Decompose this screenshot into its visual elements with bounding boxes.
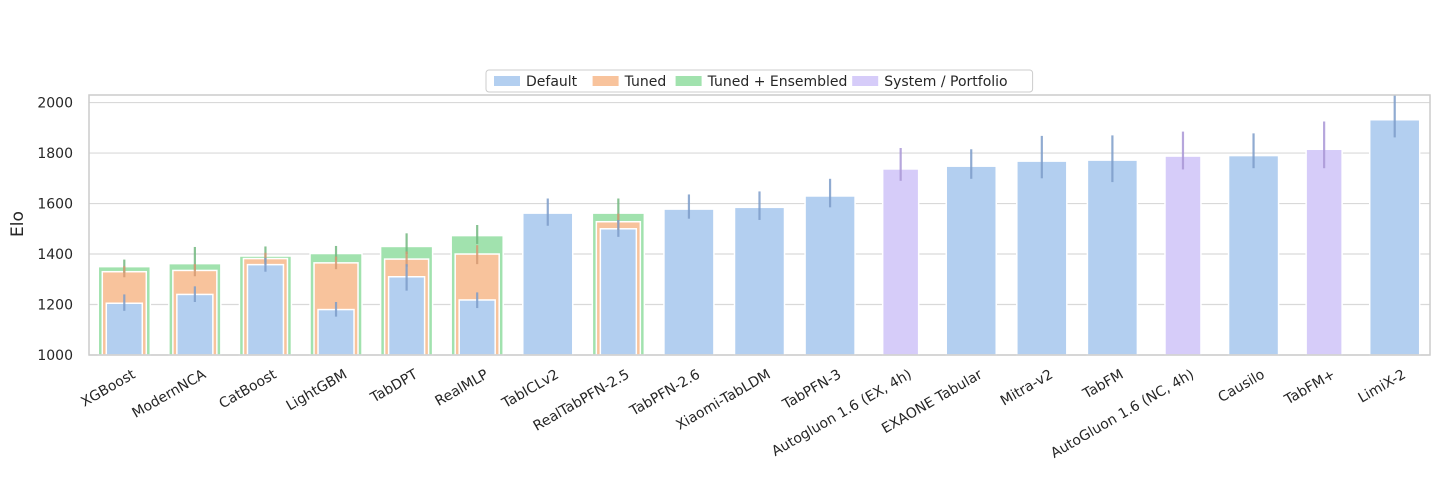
y-tick-label: 1600	[37, 197, 73, 213]
x-tick-label: LimiX-2	[1356, 367, 1409, 407]
legend-swatch-tuned	[592, 76, 619, 86]
x-tick-label: LightGBM	[284, 367, 350, 415]
bar-portfolio	[1305, 148, 1343, 356]
bar-portfolio	[1164, 155, 1202, 356]
error-bars	[123, 95, 1396, 317]
bars	[97, 118, 1421, 356]
bar-default	[599, 228, 638, 356]
legend: Default Tuned Tuned + Ensembled System / Po…	[485, 69, 1034, 93]
y-axis-label: Elo	[8, 211, 28, 237]
y-tick-label: 1200	[37, 298, 73, 314]
bar-default	[733, 206, 786, 356]
x-tick-label: TabFM+	[1281, 367, 1338, 409]
x-tick-label: CatBoost	[217, 366, 280, 412]
x-tick-label: RealMLP	[433, 367, 492, 410]
y-tick-label: 1800	[37, 146, 73, 162]
bar-default	[176, 293, 214, 356]
x-tick-label: Mitra-v2	[998, 367, 1056, 410]
y-tick-label: 2000	[37, 96, 73, 112]
bar-default	[1086, 159, 1139, 356]
x-tick-label: TabICLv2	[499, 367, 562, 413]
x-tick-label: Causilo	[1215, 367, 1267, 406]
bar-default	[246, 263, 285, 356]
y-tick-label: 1000	[37, 348, 73, 364]
plot-frame	[88, 94, 1431, 356]
bar-default	[945, 165, 997, 356]
x-tick-label: TabDPT	[367, 366, 421, 406]
legend-swatch-portfolio	[852, 76, 879, 86]
bar-default	[1227, 154, 1280, 356]
x-tick-label: XGBoost	[78, 366, 138, 410]
bar-default	[663, 208, 715, 356]
bar-default	[458, 299, 496, 356]
bar-default	[1016, 160, 1068, 356]
legend-box	[485, 69, 1034, 93]
legend-label-tuned: Tuned	[624, 74, 667, 90]
bar-default	[804, 195, 856, 356]
x-tick-label: TabPFN-3	[779, 367, 844, 414]
x-tick-label: ModernNCA	[130, 366, 210, 421]
legend-swatch-default	[494, 76, 520, 86]
bar-portfolio	[881, 168, 920, 356]
y-tick-label: 1400	[37, 247, 73, 263]
x-tick-label: TabFM	[1080, 367, 1127, 403]
bar-default	[1368, 118, 1421, 356]
legend-label-portfolio: System / Portfolio	[884, 74, 1007, 90]
legend-swatch-tuned-ensembled	[675, 76, 702, 86]
bar-default	[105, 302, 144, 356]
bar-default	[522, 212, 574, 356]
legend-label-default: Default	[526, 74, 578, 90]
legend-label-tuned-ensembled: Tuned + Ensembled	[707, 74, 848, 90]
